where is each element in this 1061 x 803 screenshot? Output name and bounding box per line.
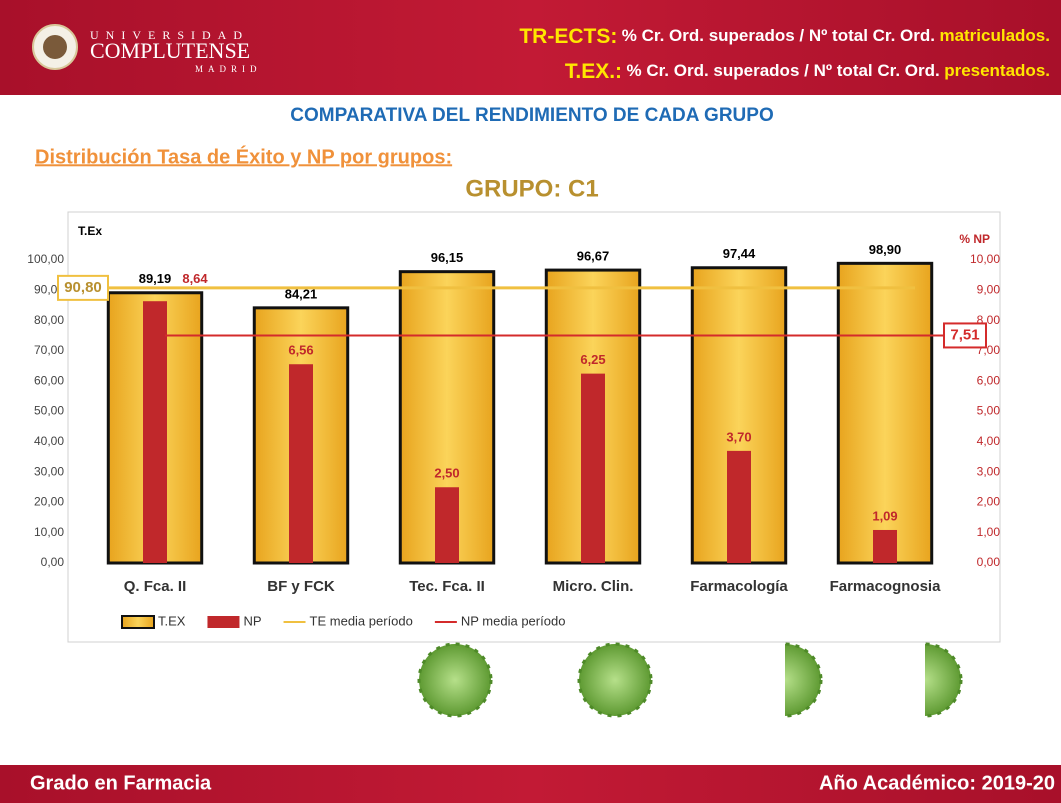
subtitle: COMPARATIVA DEL RENDIMIENTO DE CADA GRUP… [290, 105, 773, 126]
legend-label: TE media período [310, 613, 413, 628]
slide: UNIVERSIDAD COMPLUTENSE MADRID TR-ECTS: … [0, 0, 1061, 803]
y-tick-label: 40,00 [34, 434, 64, 448]
definition-emphasis: matriculados. [939, 26, 1050, 45]
x-tick-label: Tec. Fca. II [409, 578, 485, 595]
legend-label: NP [243, 613, 261, 628]
definition: T.EX.: % Cr. Ord. superados / Nº total C… [565, 60, 1050, 83]
x-tick-label: Farmacognosia [830, 578, 942, 595]
footer-right: Año Académico: 2019-20 [819, 772, 1055, 794]
definition-term: TR-ECTS: [519, 25, 617, 48]
y2-tick-label: 5,00 [977, 404, 1001, 418]
y-tick-label: 70,00 [34, 343, 64, 357]
value-label: 97,44 [723, 246, 756, 261]
section-title: Distribución Tasa de Éxito y NP por grup… [35, 145, 452, 168]
definition-text: % Cr. Ord. superados / Nº total Cr. Ord. [627, 61, 940, 80]
y-tick-label: 10,00 [34, 525, 64, 539]
legend-label: NP media período [461, 613, 566, 628]
x-tick-label: Farmacología [690, 578, 788, 595]
logo-seal-center [43, 35, 67, 59]
y-tick-label: 60,00 [34, 373, 64, 387]
y-tick-label: 30,00 [34, 464, 64, 478]
bar [289, 364, 313, 563]
decoration [419, 644, 961, 716]
logo-line: MADRID [195, 64, 262, 74]
value-label: 2,50 [434, 466, 459, 481]
definition-emphasis: presentados. [944, 61, 1050, 80]
y2-tick-label: 4,00 [977, 434, 1001, 448]
y-axis-label: T.Ex [78, 224, 102, 238]
virus-icon [579, 644, 651, 716]
y-tick-label: 80,00 [34, 313, 64, 327]
chart-title: GRUPO: C1 [465, 175, 598, 202]
value-label: 98,90 [869, 242, 902, 257]
legend-label: T.EX [158, 613, 186, 628]
reference-label: 7,51 [950, 326, 979, 343]
x-tick-label: Micro. Clin. [553, 578, 634, 595]
value-label: 8,64 [182, 271, 208, 286]
logo-line: COMPLUTENSE [90, 38, 250, 63]
bar [873, 530, 897, 563]
bar [435, 487, 459, 563]
reference-label: 90,80 [64, 279, 102, 296]
y2-tick-label: 9,00 [977, 282, 1001, 296]
bar [727, 451, 751, 563]
legend-swatch [207, 616, 239, 628]
bar [581, 374, 605, 563]
y2-tick-label: 2,00 [977, 495, 1001, 509]
y-tick-label: 50,00 [34, 404, 64, 418]
value-label: 89,19 [139, 271, 172, 286]
definition-text: % Cr. Ord. superados / Nº total Cr. Ord. [622, 26, 935, 45]
legend-swatch [122, 616, 154, 628]
y2-tick-label: 0,00 [977, 555, 1001, 569]
x-tick-label: BF y FCK [267, 578, 335, 595]
virus-icon [749, 644, 821, 716]
value-label: 1,09 [872, 508, 897, 523]
y-tick-label: 100,00 [27, 252, 64, 266]
y-tick-label: 0,00 [41, 555, 65, 569]
footer-left: Grado en Farmacia [30, 772, 212, 794]
value-label: 96,15 [431, 250, 464, 265]
y2-tick-label: 1,00 [977, 525, 1001, 539]
virus-icon [889, 644, 961, 716]
bar [143, 301, 167, 563]
value-label: 96,67 [577, 249, 610, 264]
y2-tick-label: 3,00 [977, 464, 1001, 478]
x-tick-label: Q. Fca. II [124, 578, 187, 595]
y2-tick-label: 6,00 [977, 373, 1001, 387]
y2-tick-label: 10,00 [970, 252, 1000, 266]
definition: TR-ECTS: % Cr. Ord. superados / Nº total… [519, 25, 1050, 48]
chart: T.Ex % NP 0,00 10,00 20,00 30,00 40,00 50,00 60,… [27, 224, 1000, 628]
value-label: 6,56 [288, 343, 313, 358]
value-label: 6,25 [580, 352, 605, 367]
definition-term: T.EX.: [565, 60, 622, 83]
virus-icon [419, 644, 491, 716]
y2-axis-label: % NP [959, 232, 990, 246]
value-label: 3,70 [726, 429, 751, 444]
page: {"header": {"logo": {"line1": "UNIVERSID… [0, 0, 1061, 803]
y-tick-label: 20,00 [34, 495, 64, 509]
